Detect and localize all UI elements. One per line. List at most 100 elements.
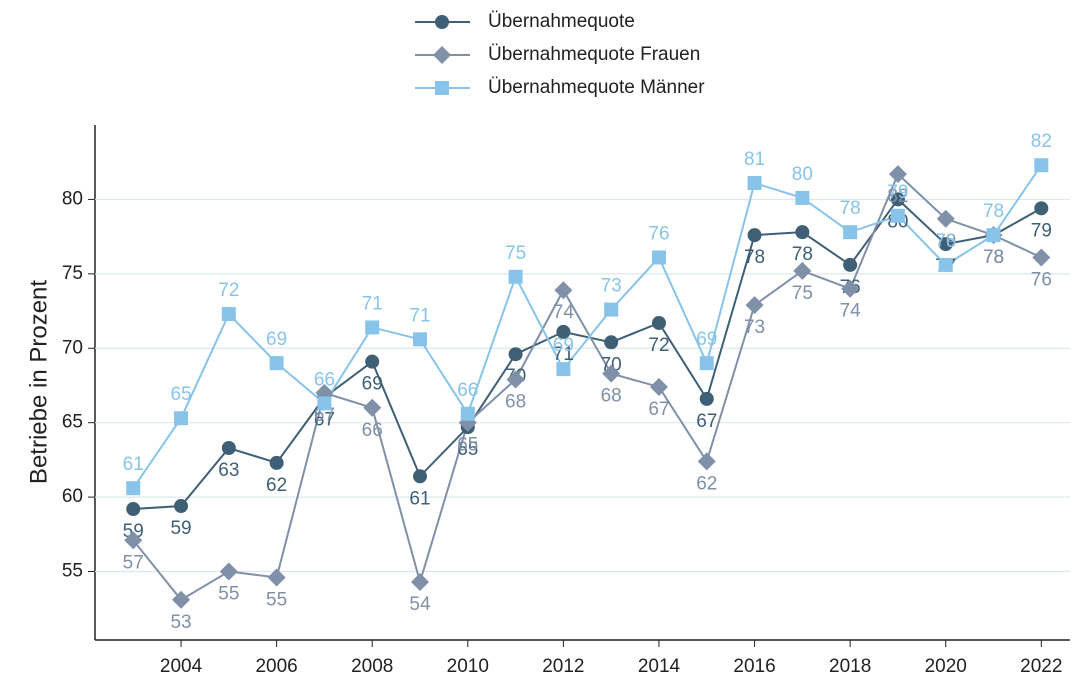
y-tick-label: 75 xyxy=(62,263,83,284)
data-point xyxy=(795,190,810,205)
x-tick-label: 2004 xyxy=(160,656,203,677)
data-point xyxy=(413,332,427,347)
value-label: 71 xyxy=(362,293,383,314)
value-label: 71 xyxy=(553,344,574,365)
value-label: 75 xyxy=(505,243,526,264)
data-point xyxy=(890,192,905,207)
data-point xyxy=(556,362,571,377)
data-point xyxy=(556,324,571,339)
data-point xyxy=(1032,248,1051,267)
value-label: 79 xyxy=(1031,220,1052,241)
series-line xyxy=(133,197,1042,511)
data-point xyxy=(365,320,380,335)
data-point xyxy=(269,356,284,371)
value-label: 78 xyxy=(840,198,861,219)
data-point xyxy=(221,307,236,322)
value-label: 72 xyxy=(648,335,669,356)
value-label: 74 xyxy=(840,301,862,322)
value-label: 78 xyxy=(983,201,1004,222)
value-label: 80 xyxy=(792,164,813,185)
value-label: 67 xyxy=(648,399,669,420)
x-tick-label: 2008 xyxy=(351,656,393,677)
x-tick-label: 2022 xyxy=(1020,656,1062,677)
data-point xyxy=(267,568,286,587)
value-label: 78 xyxy=(983,247,1004,268)
data-point xyxy=(508,347,523,362)
data-point xyxy=(411,572,429,591)
x-tick-label: 2020 xyxy=(925,656,967,677)
value-label: 72 xyxy=(218,280,239,301)
value-label: 69 xyxy=(266,329,287,350)
data-point xyxy=(747,228,762,243)
legend-marker xyxy=(435,81,449,95)
value-label: 68 xyxy=(601,386,622,407)
value-label: 61 xyxy=(409,488,430,509)
data-point xyxy=(172,590,191,609)
data-point xyxy=(890,208,905,223)
value-label: 61 xyxy=(123,454,144,475)
value-label: 66 xyxy=(457,380,478,401)
data-point xyxy=(745,296,764,315)
data-point xyxy=(938,237,953,252)
value-label: 78 xyxy=(792,244,813,265)
value-label: 59 xyxy=(170,518,191,539)
value-label: 75 xyxy=(792,283,813,304)
value-label: 71 xyxy=(409,305,430,326)
data-point xyxy=(602,364,621,383)
value-label: 65 xyxy=(170,384,191,405)
value-label: 55 xyxy=(266,590,287,611)
value-label: 78 xyxy=(744,247,765,268)
data-point xyxy=(124,531,143,550)
data-point xyxy=(747,176,762,191)
value-label: 62 xyxy=(696,473,717,494)
x-tick-label: 2010 xyxy=(447,656,489,677)
legend-label: Übernahmequote Frauen xyxy=(488,44,700,65)
data-point xyxy=(554,281,573,300)
value-label: 54 xyxy=(409,594,431,615)
x-tick-label: 2012 xyxy=(542,656,584,677)
data-point xyxy=(126,502,141,517)
value-label: 65 xyxy=(457,435,478,456)
legend-label: Übernahmequote xyxy=(488,11,635,32)
value-label: 78 xyxy=(983,247,1004,268)
data-point xyxy=(793,261,812,280)
data-point xyxy=(365,354,380,369)
legend-label: Übernahmequote Männer xyxy=(488,77,705,98)
value-label: 53 xyxy=(170,612,191,633)
data-point xyxy=(363,398,382,417)
data-point xyxy=(649,377,668,396)
data-point xyxy=(219,562,238,581)
data-point xyxy=(269,455,284,470)
value-label: 82 xyxy=(887,186,908,207)
y-tick-label: 60 xyxy=(62,486,83,507)
value-label: 55 xyxy=(218,584,239,605)
data-point xyxy=(938,257,953,272)
data-point xyxy=(221,440,236,455)
value-label: 76 xyxy=(648,223,669,244)
data-point xyxy=(508,269,523,284)
x-tick-label: 2018 xyxy=(829,656,871,677)
data-point xyxy=(174,499,189,514)
value-label: 67 xyxy=(696,411,717,432)
data-point xyxy=(413,469,427,484)
y-tick-label: 55 xyxy=(62,561,83,582)
data-point xyxy=(460,406,475,421)
x-tick-label: 2014 xyxy=(638,656,681,677)
y-tick-label: 70 xyxy=(62,337,83,358)
value-label: 81 xyxy=(744,149,765,170)
data-point xyxy=(174,411,189,426)
value-label: 79 xyxy=(887,182,908,203)
y-tick-label: 65 xyxy=(62,412,83,433)
x-tick-label: 2006 xyxy=(255,656,297,677)
legend-marker xyxy=(433,46,451,64)
value-label: 79 xyxy=(935,231,956,252)
data-point xyxy=(841,279,860,298)
data-point xyxy=(699,356,714,371)
data-point xyxy=(506,370,525,389)
value-label: 68 xyxy=(505,392,526,413)
value-label: 69 xyxy=(696,329,717,350)
value-label: 69 xyxy=(362,374,383,395)
data-point xyxy=(1034,201,1049,216)
value-label: 73 xyxy=(601,276,622,297)
data-point xyxy=(651,250,666,265)
